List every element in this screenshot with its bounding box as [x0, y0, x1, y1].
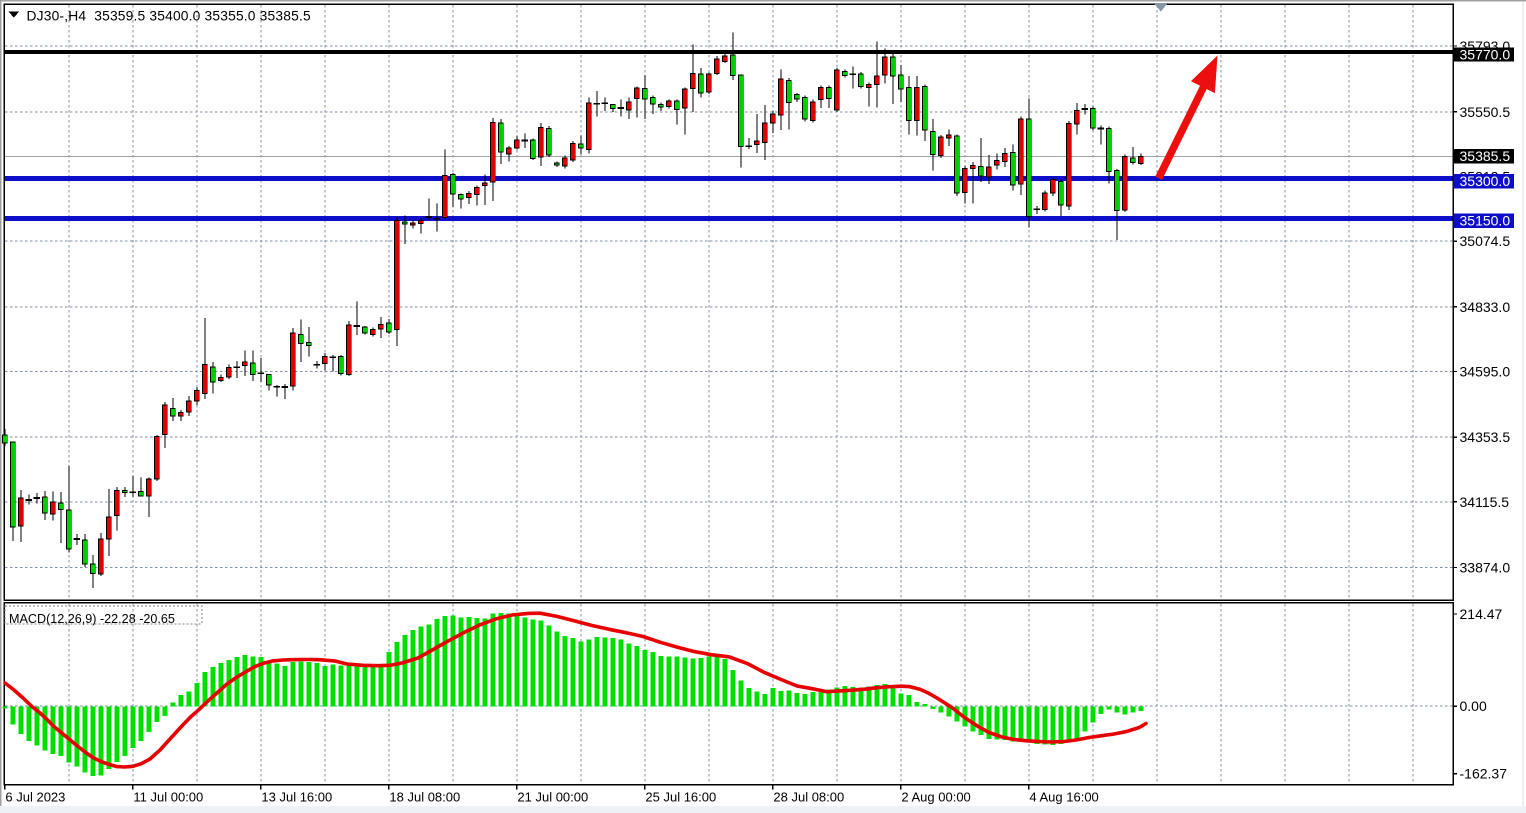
svg-text:13 Jul 16:00: 13 Jul 16:00	[261, 790, 332, 805]
svg-text:35150.0: 35150.0	[1460, 213, 1511, 229]
svg-text:34833.0: 34833.0	[1460, 299, 1511, 315]
svg-text:34115.5: 34115.5	[1460, 494, 1510, 510]
svg-text:4 Aug 16:00: 4 Aug 16:00	[1029, 790, 1098, 805]
svg-text:28 Jul 08:00: 28 Jul 08:00	[773, 790, 844, 805]
svg-text:35074.5: 35074.5	[1460, 233, 1511, 249]
svg-text:214.47: 214.47	[1460, 606, 1503, 622]
svg-text:-162.37: -162.37	[1460, 766, 1508, 782]
svg-text:21 Jul 00:00: 21 Jul 00:00	[517, 790, 588, 805]
svg-text:DJ30-,H4 35359.5 35400.0 3535: DJ30-,H4 35359.5 35400.0 35355.0 35385.5	[27, 9, 311, 24]
svg-text:25 Jul 16:00: 25 Jul 16:00	[645, 790, 716, 805]
svg-text:33874.0: 33874.0	[1460, 559, 1511, 575]
svg-text:35550.5: 35550.5	[1460, 104, 1511, 120]
svg-text:34353.5: 34353.5	[1460, 429, 1511, 445]
svg-text:6 Jul 2023: 6 Jul 2023	[5, 790, 65, 805]
svg-text:11 Jul 00:00: 11 Jul 00:00	[133, 790, 203, 805]
svg-text:MACD(12,26,9) -22.28 -20.65: MACD(12,26,9) -22.28 -20.65	[9, 612, 175, 626]
svg-text:2 Aug 00:00: 2 Aug 00:00	[901, 790, 970, 805]
svg-text:0.00: 0.00	[1460, 698, 1487, 714]
svg-text:35770.0: 35770.0	[1460, 47, 1511, 63]
svg-text:18 Jul 08:00: 18 Jul 08:00	[389, 790, 460, 805]
svg-text:35300.0: 35300.0	[1460, 173, 1511, 189]
svg-text:34595.0: 34595.0	[1460, 364, 1511, 380]
svg-text:35385.5: 35385.5	[1460, 148, 1511, 164]
